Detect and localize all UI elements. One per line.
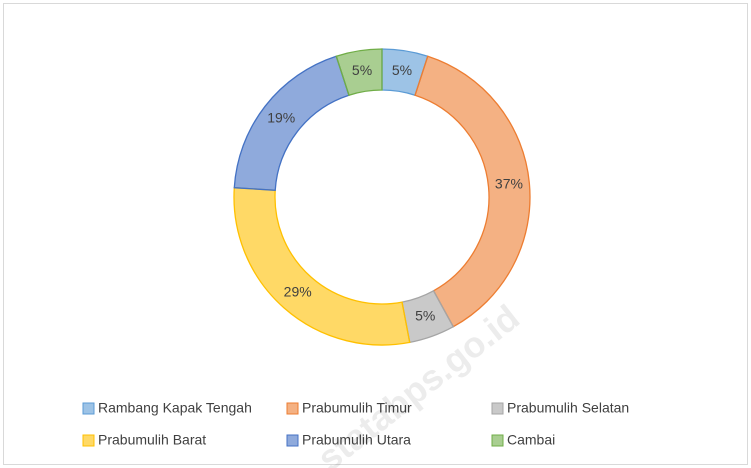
legend-swatch bbox=[286, 434, 299, 447]
legend-label: Prabumulih Timur bbox=[302, 400, 412, 416]
legend-swatch bbox=[82, 434, 95, 447]
data-label: 5% bbox=[392, 62, 412, 78]
legend-label: Prabumulih Utara bbox=[302, 432, 411, 448]
legend-swatch bbox=[491, 402, 504, 415]
legend-label: Prabumulih Barat bbox=[98, 432, 206, 448]
data-label: 5% bbox=[352, 62, 372, 78]
slice bbox=[414, 55, 531, 328]
legend-swatch bbox=[286, 402, 299, 415]
data-label: 19% bbox=[267, 110, 295, 126]
legend-swatch bbox=[82, 402, 95, 415]
slice bbox=[335, 48, 383, 97]
legend-label: Cambai bbox=[507, 432, 555, 448]
data-label: 37% bbox=[495, 176, 523, 192]
legend-swatch bbox=[491, 434, 504, 447]
data-label: 29% bbox=[284, 283, 312, 299]
legend-label: Prabumulih Selatan bbox=[507, 400, 629, 416]
data-label: 5% bbox=[415, 308, 435, 324]
legend-label: Rambang Kapak Tengah bbox=[98, 400, 252, 416]
